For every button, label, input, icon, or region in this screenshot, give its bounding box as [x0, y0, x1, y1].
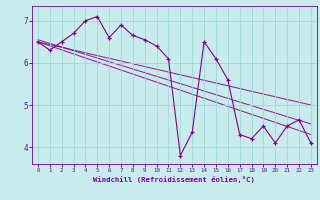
X-axis label: Windchill (Refroidissement éolien,°C): Windchill (Refroidissement éolien,°C) — [93, 176, 255, 183]
